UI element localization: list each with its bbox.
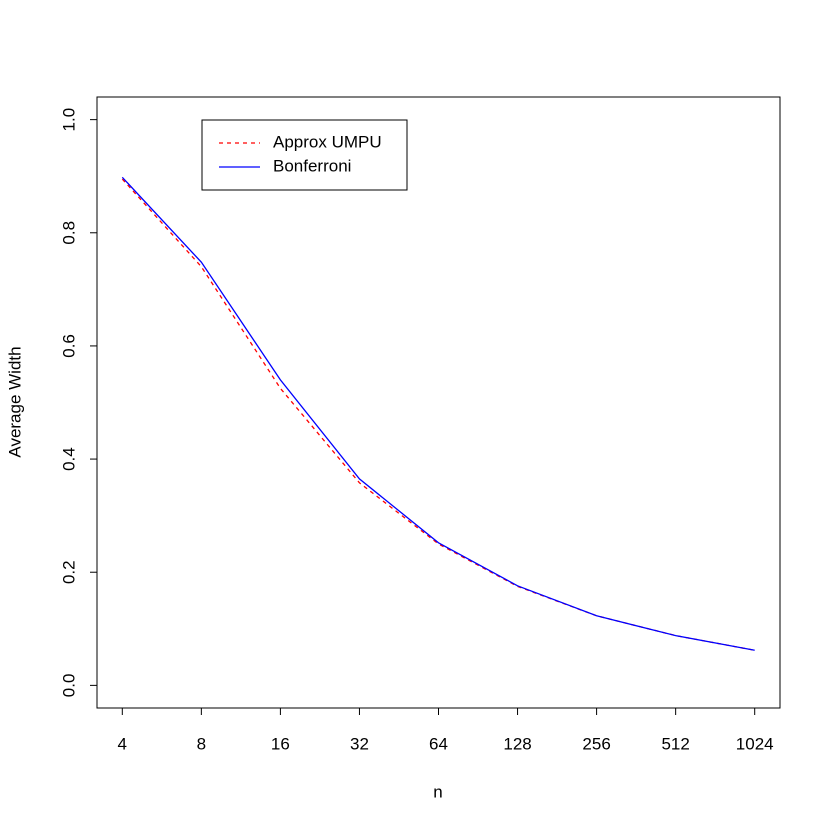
x-tick-label: 16 — [271, 734, 290, 753]
y-tick-label: 1.0 — [59, 108, 78, 132]
y-tick-label: 0.6 — [59, 334, 78, 358]
y-tick-label: 0.4 — [59, 447, 78, 471]
x-tick-label: 8 — [197, 734, 206, 753]
x-tick-label: 1024 — [736, 734, 774, 753]
x-tick-label: 4 — [118, 734, 127, 753]
series-line — [121, 176, 755, 651]
y-tick-label: 0.8 — [59, 221, 78, 245]
x-tick-label: 64 — [429, 734, 448, 753]
series-line — [121, 178, 755, 651]
y-tick-label: 0.2 — [59, 560, 78, 584]
legend-label: Approx UMPU — [273, 132, 382, 151]
x-tick-label: 128 — [503, 734, 531, 753]
y-tick-label: 0.0 — [59, 674, 78, 698]
legend-box — [201, 119, 408, 191]
x-tick-label: 512 — [661, 734, 689, 753]
x-axis-label: n — [433, 782, 442, 801]
y-axis-label: Average Width — [5, 346, 24, 457]
plot-box — [96, 96, 781, 709]
x-tick-label: 32 — [350, 734, 369, 753]
x-tick-label: 256 — [582, 734, 610, 753]
legend-label: Bonferroni — [273, 156, 351, 175]
